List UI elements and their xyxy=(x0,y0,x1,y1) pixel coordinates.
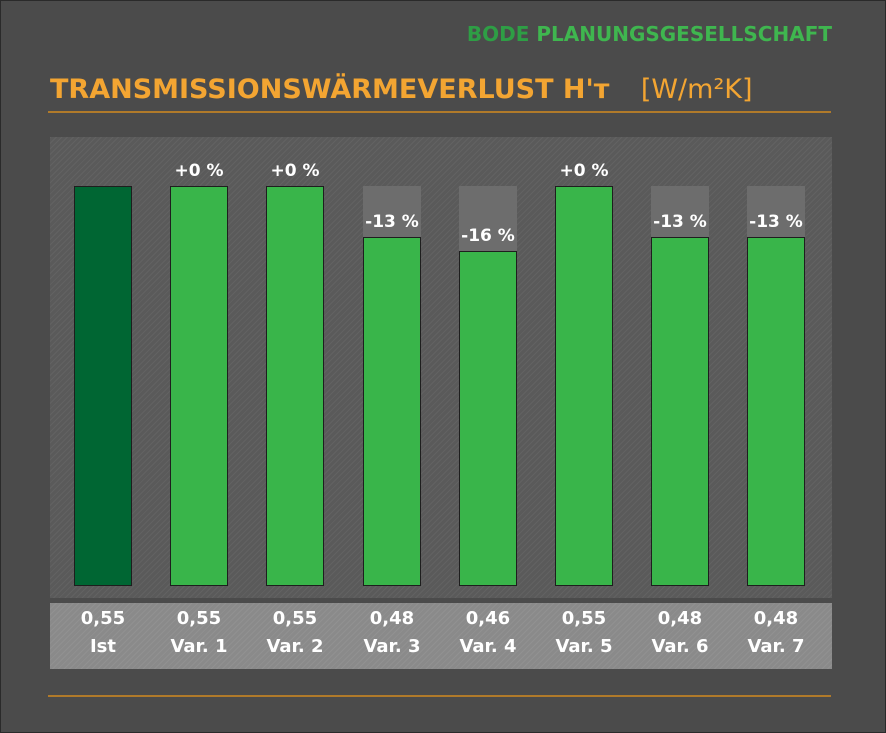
bar-var-1 xyxy=(170,186,228,586)
value-label: 0,55 xyxy=(272,608,318,629)
chart-unit: [W/m²K] xyxy=(640,74,753,105)
value-label: 0,55 xyxy=(176,608,222,629)
brand-suffix: PLANUNGSGESELLSCHAFT xyxy=(536,22,832,46)
chart-title: TRANSMISSIONSWÄRMEVERLUST H'ᴛ xyxy=(50,74,610,105)
label-band xyxy=(50,603,832,669)
change-label: +0 % xyxy=(270,161,320,181)
category-label: Var. 2 xyxy=(266,636,324,657)
bar-var-7 xyxy=(747,236,805,586)
category-label: Var. 6 xyxy=(651,636,709,657)
category-label: Var. 3 xyxy=(363,636,421,657)
change-label: -16 % xyxy=(461,226,515,247)
change-label: +0 % xyxy=(174,161,224,181)
chart-title-row: TRANSMISSIONSWÄRMEVERLUST H'ᴛ [W/m²K] xyxy=(50,74,753,105)
category-label: Var. 5 xyxy=(555,636,613,657)
bar-var-5 xyxy=(555,186,613,586)
bar-var-3 xyxy=(363,236,421,586)
category-label: Var. 4 xyxy=(459,636,517,657)
category-label: Var. 7 xyxy=(747,636,805,657)
change-label: -13 % xyxy=(365,211,419,232)
footer-rule xyxy=(48,695,831,697)
bar-var-6 xyxy=(651,236,709,586)
category-label: Var. 1 xyxy=(170,636,228,657)
plot-area xyxy=(50,137,832,598)
bar-var-4 xyxy=(459,251,517,586)
brand-logo: BODE PLANUNGSGESELLSCHAFT xyxy=(467,22,832,46)
value-label: 0,55 xyxy=(561,608,607,629)
bar-ist xyxy=(74,186,132,586)
category-label: Ist xyxy=(89,636,116,657)
bar-var-2 xyxy=(266,186,324,586)
value-label: 0,48 xyxy=(753,608,799,629)
change-label: -13 % xyxy=(653,211,707,232)
change-label: -13 % xyxy=(749,211,803,232)
value-label: 0,48 xyxy=(369,608,415,629)
value-label: 0,46 xyxy=(465,608,511,629)
title-underline xyxy=(48,111,831,113)
change-label: +0 % xyxy=(559,161,609,181)
brand-name: BODE xyxy=(466,22,530,46)
value-label: 0,55 xyxy=(80,608,126,629)
value-label: 0,48 xyxy=(657,608,703,629)
